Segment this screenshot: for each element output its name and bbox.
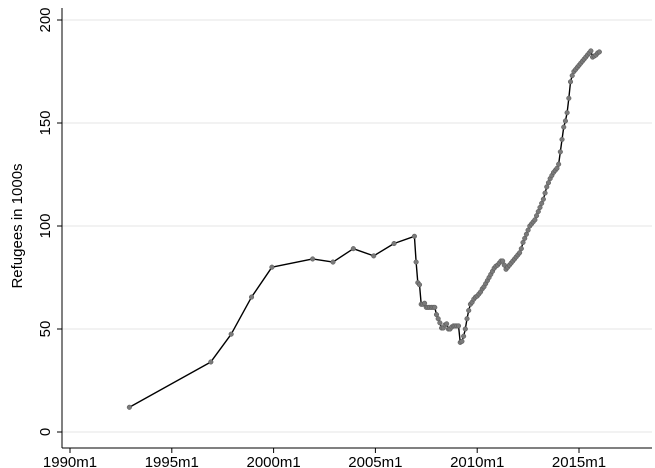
data-point-1996m12: [208, 359, 214, 365]
data-point-2009m4: [459, 338, 465, 344]
data-point-2014m7: [566, 95, 572, 101]
data-point-2014m2: [557, 149, 563, 155]
data-point-1992m12: [126, 404, 132, 410]
data-point-2009m5: [461, 333, 467, 339]
y-tick-label-200: 200: [37, 7, 54, 32]
data-point-2013m5: [542, 190, 548, 196]
data-point-1999m12: [269, 264, 275, 270]
y-tick-label-150: 150: [37, 110, 54, 135]
data-point-2014m1: [556, 161, 562, 167]
x-tick-label-1995m1: 1995m1: [145, 454, 199, 468]
data-point-2014m5: [562, 118, 568, 124]
data-point-2007m12: [432, 304, 438, 310]
data-point-2001m12: [310, 256, 316, 262]
data-point-2006m12: [411, 233, 417, 239]
x-tick-label-2010m1: 2010m1: [450, 454, 504, 468]
data-point-2014m6: [564, 110, 570, 116]
x-tick-label-2015m1: 2015m1: [552, 454, 606, 468]
data-point-2016m1: [596, 49, 602, 55]
y-axis-title: Refugees in 1000s: [9, 163, 26, 288]
data-point-2002m12: [330, 259, 336, 265]
series-layer: [126, 48, 602, 410]
data-point-2014m4: [561, 124, 567, 130]
data-point-2009m8: [466, 307, 472, 314]
data-point-2009m2: [455, 323, 462, 329]
grid-layer: [62, 19, 652, 433]
data-point-1998m12: [248, 294, 255, 300]
axes-layer: [61, 8, 652, 449]
data-point-2004m12: [371, 253, 377, 259]
data-point-2009m6: [462, 326, 468, 332]
y-tick-label-100: 100: [37, 213, 54, 238]
data-point-2007m1: [413, 259, 419, 265]
data-point-2012m3: [518, 246, 524, 252]
data-point-2003m12: [350, 246, 356, 252]
y-tick-label-0: 0: [37, 428, 54, 436]
data-point-2007m3: [416, 282, 423, 288]
x-ticks-layer: 1990m1 1995m1 2000m1 2005m1 2010m1 2015m1: [43, 448, 606, 468]
x-tick-label-2005m1: 2005m1: [348, 454, 402, 468]
data-point-2009m7: [464, 316, 470, 322]
data-point-2008m3: [437, 320, 443, 326]
x-tick-label-2000m1: 2000m1: [246, 454, 300, 468]
y-ticks-layer: 0 50 100 150 200: [37, 7, 62, 436]
x-tick-label-1990m1: 1990m1: [43, 454, 97, 468]
data-point-2015m8: [588, 48, 594, 54]
data-point-2014m8: [567, 79, 574, 85]
data-point-1997m12: [228, 331, 234, 337]
y-tick-label-50: 50: [37, 321, 54, 338]
data-point-2008m7: [444, 321, 450, 327]
data-point-2013m4: [540, 196, 546, 202]
data-point-2005m12: [391, 240, 397, 247]
data-point-2014m3: [559, 136, 565, 143]
